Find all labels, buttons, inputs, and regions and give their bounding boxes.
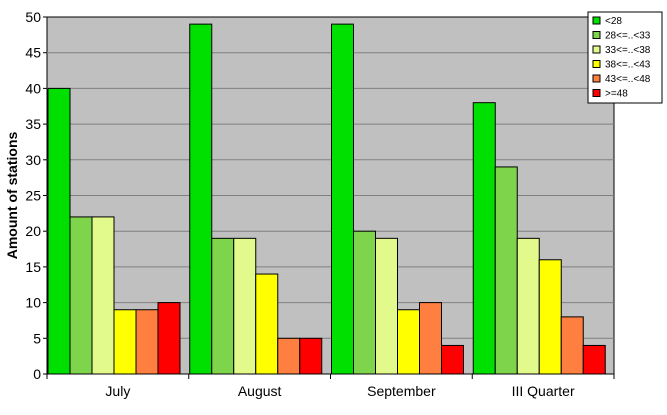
bar bbox=[494, 166, 518, 375]
bar bbox=[560, 316, 584, 375]
legend bbox=[587, 11, 663, 104]
bar bbox=[211, 237, 235, 375]
y-tick-label: 40 bbox=[25, 80, 41, 96]
legend-label: 43<=..<48 bbox=[605, 74, 651, 85]
legend-swatch bbox=[592, 60, 601, 68]
bar bbox=[113, 309, 137, 375]
legend-label: <28 bbox=[605, 16, 622, 27]
y-axis-label: Amount of stations bbox=[4, 132, 20, 260]
y-tick-label: 35 bbox=[25, 116, 41, 132]
bar bbox=[582, 344, 606, 375]
bar bbox=[375, 237, 398, 375]
bar bbox=[189, 23, 213, 375]
y-tick-label: 50 bbox=[25, 9, 41, 25]
bar bbox=[299, 337, 323, 375]
y-tick-label: 25 bbox=[25, 188, 41, 204]
legend-label: >=48 bbox=[605, 89, 628, 100]
y-tick-label: 15 bbox=[25, 259, 41, 275]
y-tick-label: 5 bbox=[33, 330, 41, 346]
bar bbox=[441, 344, 464, 375]
bar bbox=[47, 87, 71, 375]
y-tick-label: 45 bbox=[25, 45, 41, 61]
legend-label: 33<=..<38 bbox=[605, 45, 651, 56]
bar bbox=[419, 302, 442, 375]
bar bbox=[538, 259, 562, 375]
y-tick-label: 0 bbox=[33, 366, 41, 382]
bar bbox=[157, 302, 181, 375]
x-category-label: August bbox=[238, 383, 282, 399]
y-tick-label: 20 bbox=[25, 223, 41, 239]
y-tick-label: 10 bbox=[25, 295, 41, 311]
bar bbox=[472, 102, 496, 375]
bar bbox=[331, 23, 354, 375]
bar bbox=[277, 337, 301, 375]
x-category-label: July bbox=[105, 383, 130, 399]
legend-label: 28<=..<33 bbox=[605, 31, 651, 42]
bar bbox=[135, 309, 159, 375]
legend-swatch bbox=[592, 74, 601, 83]
legend-swatch bbox=[592, 45, 601, 54]
bar bbox=[255, 273, 279, 375]
bar bbox=[69, 216, 93, 375]
legend-swatch bbox=[592, 16, 601, 25]
bar bbox=[516, 237, 540, 375]
bar bbox=[91, 216, 115, 375]
legend-label: 38<=..<43 bbox=[605, 60, 651, 71]
bar bbox=[353, 230, 376, 375]
x-category-label: III Quarter bbox=[512, 383, 575, 399]
x-category-label: September bbox=[367, 383, 436, 399]
legend-swatch bbox=[592, 89, 601, 97]
bar bbox=[397, 309, 420, 375]
bar bbox=[233, 237, 257, 375]
y-tick-label: 30 bbox=[25, 152, 41, 168]
legend-swatch bbox=[592, 31, 601, 39]
